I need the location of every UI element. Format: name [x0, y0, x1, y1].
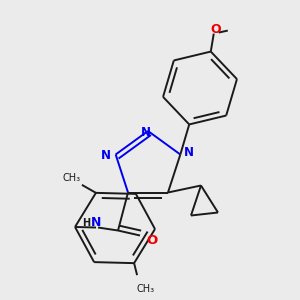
Text: CH₃: CH₃ [136, 284, 154, 294]
Text: N: N [101, 149, 111, 162]
Text: O: O [211, 23, 221, 36]
Text: H: H [82, 218, 90, 227]
Text: N: N [141, 125, 151, 139]
Text: N: N [91, 216, 101, 229]
Text: CH₃: CH₃ [63, 173, 81, 183]
Text: N: N [184, 146, 194, 159]
Text: O: O [146, 234, 158, 247]
